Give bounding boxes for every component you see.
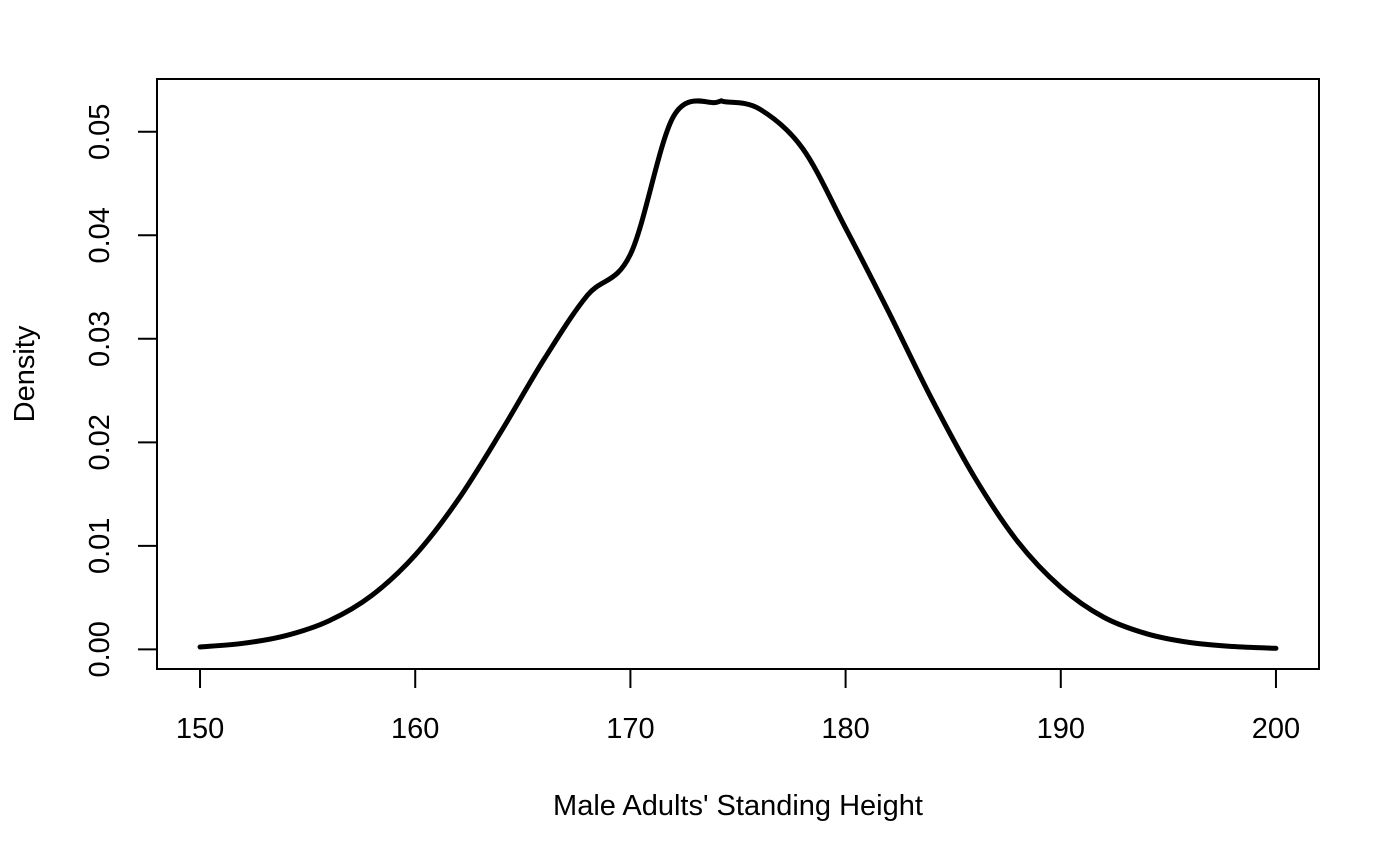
plot-frame xyxy=(156,78,1320,670)
x-tick-label: 180 xyxy=(821,713,869,745)
y-tick-label: 0.03 xyxy=(84,311,116,367)
y-tick-label: 0.04 xyxy=(84,207,116,263)
y-axis: 0.00 0.01 0.02 0.03 0.04 0.05 xyxy=(84,104,158,678)
x-tick-label: 170 xyxy=(606,713,654,745)
x-tick-label: 200 xyxy=(1252,713,1300,745)
x-axis: 150 160 170 180 190 200 xyxy=(176,668,1300,745)
x-axis-title: Male Adults' Standing Height xyxy=(553,790,923,822)
y-tick-label: 0.05 xyxy=(84,104,116,160)
y-axis-title: Density xyxy=(9,325,41,422)
y-tick-label: 0.01 xyxy=(84,518,116,574)
x-tick-label: 190 xyxy=(1037,713,1085,745)
y-tick-label: 0.02 xyxy=(84,414,116,470)
y-tick-label: 0.00 xyxy=(84,621,116,677)
density-curve xyxy=(197,98,1279,651)
x-tick-label: 160 xyxy=(391,713,439,745)
x-tick-label: 150 xyxy=(176,713,224,745)
